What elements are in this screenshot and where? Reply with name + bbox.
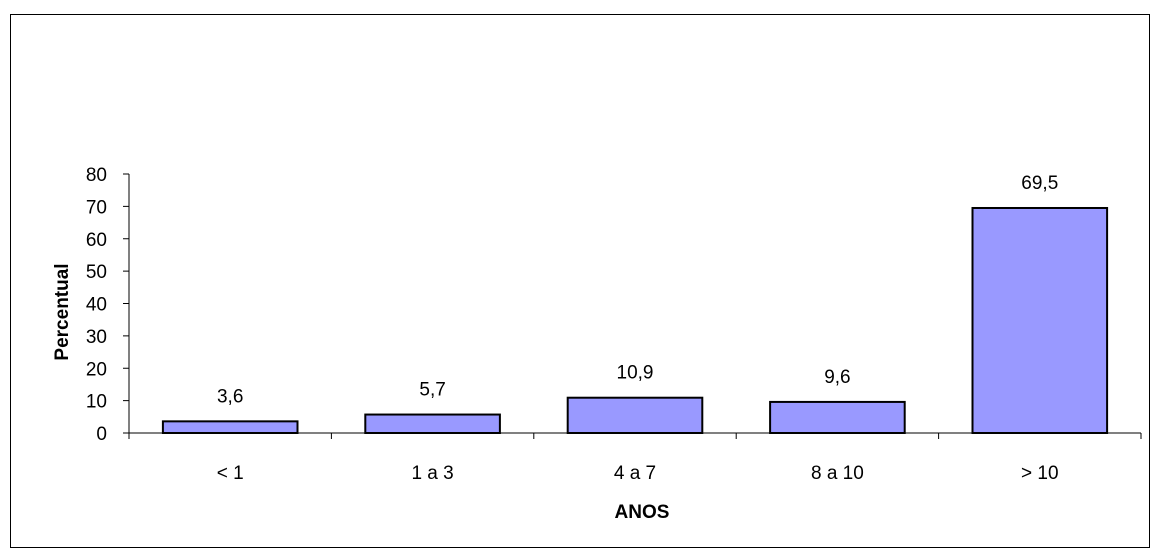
x-tick-label: 1 a 3 (411, 463, 453, 484)
y-tick-label: 60 (86, 230, 107, 251)
x-tick-label: < 1 (217, 463, 244, 484)
bar (769, 400, 906, 435)
data-label: 69,5 (1021, 173, 1058, 194)
data-label: 3,6 (217, 386, 243, 407)
bar (364, 413, 501, 435)
bar (161, 420, 299, 435)
y-tick-label: 0 (96, 424, 107, 445)
y-tick-label: 70 (86, 197, 107, 218)
y-tick-label: 80 (86, 165, 107, 186)
chart-frame (10, 14, 1150, 548)
y-tick-label: 20 (86, 359, 107, 380)
x-tick-label: 8 a 10 (811, 463, 864, 484)
x-axis-title: ANOS (615, 502, 670, 523)
bar (971, 206, 1109, 434)
y-axis-title: Percentual (52, 263, 73, 360)
bars (161, 206, 1109, 435)
y-axis: 0 10 20 30 40 50 60 70 80 (86, 165, 130, 445)
y-tick-label: 40 (86, 295, 107, 316)
y-tick-label: 10 (86, 392, 107, 413)
x-axis: < 1 1 a 3 4 a 7 8 a 10 > 10 (128, 432, 1142, 484)
data-label: 10,9 (617, 363, 654, 384)
data-label: 9,6 (824, 367, 850, 388)
x-tick-label: 4 a 7 (614, 463, 656, 484)
data-labels: 3,6 5,7 10,9 9,6 69,5 (217, 173, 1058, 407)
y-tick-label: 30 (86, 327, 107, 348)
bar (566, 396, 704, 434)
data-label: 5,7 (419, 380, 445, 401)
y-tick-label: 50 (86, 262, 107, 283)
x-tick-label: > 10 (1021, 463, 1059, 484)
